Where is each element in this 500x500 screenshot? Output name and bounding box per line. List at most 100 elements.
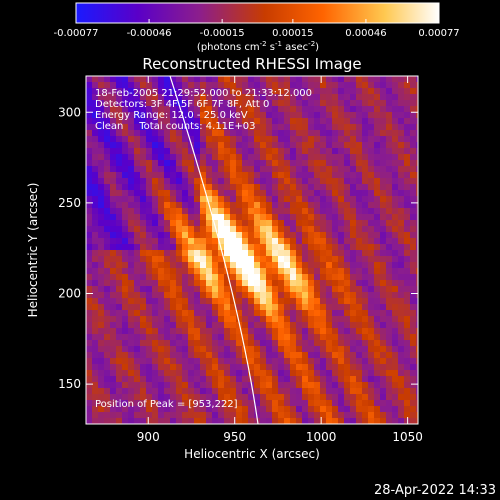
image-pixel — [110, 304, 117, 311]
image-pixel — [416, 88, 418, 95]
image-pixel — [242, 244, 249, 251]
image-pixel — [164, 388, 171, 395]
image-pixel — [296, 136, 303, 143]
image-pixel — [290, 130, 297, 137]
image-pixel — [98, 166, 105, 173]
image-pixel — [218, 190, 225, 197]
image-pixel — [308, 136, 315, 143]
image-pixel — [398, 412, 405, 419]
image-pixel — [260, 154, 267, 161]
image-pixel — [398, 208, 405, 215]
image-pixel — [302, 358, 309, 365]
image-pixel — [212, 196, 219, 203]
image-pixel — [284, 328, 291, 335]
image-pixel — [146, 382, 153, 389]
image-pixel — [218, 208, 225, 215]
image-pixel — [284, 178, 291, 185]
image-pixel — [392, 352, 399, 359]
image-pixel — [122, 142, 129, 149]
image-pixel — [248, 190, 255, 197]
image-pixel — [344, 166, 351, 173]
image-pixel — [302, 232, 309, 239]
image-pixel — [386, 298, 393, 305]
image-pixel — [146, 118, 153, 125]
image-pixel — [176, 256, 183, 263]
image-pixel — [164, 178, 171, 185]
image-pixel — [368, 298, 375, 305]
image-pixel — [122, 112, 129, 119]
image-pixel — [218, 262, 225, 269]
image-pixel — [392, 196, 399, 203]
image-pixel — [380, 358, 387, 365]
image-pixel — [260, 178, 267, 185]
image-pixel — [296, 208, 303, 215]
image-pixel — [158, 334, 165, 341]
image-pixel — [158, 118, 165, 125]
image-pixel — [344, 94, 351, 101]
image-pixel — [164, 148, 171, 155]
image-pixel — [410, 190, 417, 197]
image-pixel — [128, 280, 135, 287]
image-pixel — [116, 310, 123, 317]
image-pixel — [374, 232, 381, 239]
image-pixel — [302, 94, 309, 101]
image-pixel — [290, 352, 297, 359]
image-pixel — [332, 358, 339, 365]
image-pixel — [242, 142, 249, 149]
image-pixel — [284, 316, 291, 323]
image-pixel — [410, 328, 417, 335]
image-pixel — [242, 172, 249, 179]
image-pixel — [332, 244, 339, 251]
image-pixel — [98, 100, 105, 107]
image-pixel — [278, 298, 285, 305]
image-pixel — [296, 316, 303, 323]
image-pixel — [104, 256, 111, 263]
image-pixel — [134, 400, 141, 407]
image-pixel — [200, 244, 207, 251]
image-pixel — [302, 280, 309, 287]
image-pixel — [416, 166, 418, 173]
image-pixel — [332, 268, 339, 275]
image-pixel — [308, 238, 315, 245]
image-pixel — [278, 286, 285, 293]
image-pixel — [134, 346, 141, 353]
image-pixel — [248, 106, 255, 113]
image-pixel — [188, 238, 195, 245]
image-pixel — [134, 352, 141, 359]
image-pixel — [86, 178, 93, 185]
image-pixel — [110, 172, 117, 179]
image-pixel — [272, 244, 279, 251]
image-pixel — [308, 232, 315, 239]
image-pixel — [416, 142, 418, 149]
image-pixel — [236, 346, 243, 353]
image-pixel — [86, 406, 93, 413]
image-pixel — [176, 112, 183, 119]
image-pixel — [152, 418, 159, 424]
image-pixel — [224, 250, 231, 257]
image-pixel — [140, 322, 147, 329]
image-pixel — [302, 310, 309, 317]
image-pixel — [296, 340, 303, 347]
image-pixel — [236, 394, 243, 401]
image-pixel — [272, 286, 279, 293]
image-pixel — [110, 346, 117, 353]
image-pixel — [302, 124, 309, 131]
image-pixel — [182, 358, 189, 365]
image-pixel — [404, 244, 411, 251]
image-pixel — [362, 220, 369, 227]
image-pixel — [158, 196, 165, 203]
image-pixel — [104, 166, 111, 173]
image-pixel — [392, 106, 399, 113]
image-pixel — [350, 274, 357, 281]
image-pixel — [104, 124, 111, 131]
image-pixel — [392, 388, 399, 395]
image-pixel — [218, 196, 225, 203]
image-pixel — [362, 82, 369, 89]
image-pixel — [176, 274, 183, 281]
image-pixel — [392, 364, 399, 371]
image-pixel — [242, 106, 249, 113]
image-pixel — [158, 268, 165, 275]
image-pixel — [416, 370, 418, 377]
image-pixel — [248, 202, 255, 209]
image-pixel — [122, 292, 129, 299]
